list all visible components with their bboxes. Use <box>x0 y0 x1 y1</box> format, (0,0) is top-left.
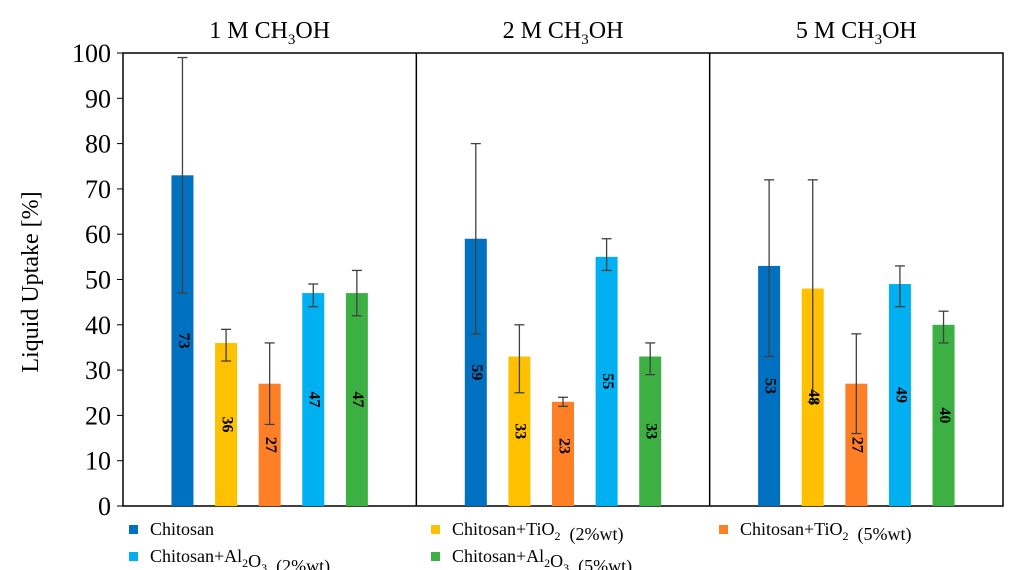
panel-title: 1 M CH3OH <box>209 18 330 48</box>
y-tick-label: 50 <box>85 266 111 295</box>
legend-label: Chitosan+TiO2 (5%wt) <box>740 519 912 545</box>
data-label: 40 <box>936 407 953 423</box>
data-label: 49 <box>892 387 909 403</box>
y-tick-label: 80 <box>85 130 111 159</box>
y-tick-label: 10 <box>85 447 111 476</box>
legend-swatch <box>431 525 440 534</box>
bar <box>888 284 911 506</box>
legend-label: Chitosan <box>150 519 214 539</box>
data-label: 73 <box>175 333 192 349</box>
bar <box>932 324 955 506</box>
panel-titles: 1 M CH3OH 2 M CH3OH 5 M CH3OH <box>209 18 917 48</box>
bar <box>345 293 368 506</box>
data-label: 48 <box>805 389 822 405</box>
data-labels: 73 36 27 47 47 59 33 23 55 33 53 48 27 49 40 <box>175 333 953 454</box>
y-tick-label: 90 <box>85 84 111 113</box>
data-label: 27 <box>849 437 866 453</box>
data-label: 23 <box>555 438 572 454</box>
legend-label: Chitosan+TiO2 (2%wt) <box>452 519 624 545</box>
error-bars <box>177 56 949 435</box>
legend-label: Chitosan+Al2O3 (5%wt) <box>452 546 632 570</box>
legend-item: Chitosan+TiO2 (5%wt) <box>719 519 912 545</box>
legend-item: Chitosan+Al2O3 (2%wt) <box>129 546 330 570</box>
bar <box>845 383 868 506</box>
data-label: 33 <box>643 423 660 439</box>
data-label: 36 <box>218 416 235 432</box>
legend: Chitosan Chitosan+TiO2 (2%wt) Chitosan+TiO… <box>129 519 912 570</box>
y-axis-label: Liquid Uptake [%] <box>18 191 44 372</box>
bar <box>171 175 194 506</box>
data-label: 33 <box>512 423 529 439</box>
bar <box>639 356 662 506</box>
data-label: 53 <box>761 378 778 394</box>
bar <box>464 238 487 507</box>
legend-swatch <box>719 525 728 534</box>
panel-title: 2 M CH3OH <box>503 18 624 48</box>
data-label: 27 <box>262 437 279 453</box>
legend-item: Chitosan+TiO2 (2%wt) <box>431 519 624 545</box>
bar <box>258 383 281 506</box>
panel-title: 5 M CH3OH <box>796 18 917 48</box>
y-tick-label: 100 <box>72 39 111 68</box>
data-label: 47 <box>306 392 323 408</box>
legend-item: Chitosan+Al2O3 (5%wt) <box>431 546 632 570</box>
y-tick-label: 30 <box>85 356 111 385</box>
legend-swatch <box>431 552 440 561</box>
y-tick-label: 0 <box>98 492 111 521</box>
y-tick-label: 40 <box>85 311 111 340</box>
y-axis: 0 10 20 30 40 50 60 70 80 90 100 <box>72 39 123 521</box>
legend-swatch <box>129 525 138 534</box>
data-label: 47 <box>349 392 366 408</box>
bar <box>595 256 618 506</box>
data-label: 59 <box>468 364 485 380</box>
bar <box>215 342 238 506</box>
data-label: 55 <box>599 373 616 389</box>
legend-swatch <box>129 552 138 561</box>
y-tick-label: 70 <box>85 175 111 204</box>
legend-item: Chitosan <box>129 519 214 539</box>
bar <box>508 356 531 506</box>
bars <box>171 175 955 507</box>
y-tick-label: 20 <box>85 401 111 430</box>
y-tick-label: 60 <box>85 220 111 249</box>
bar <box>552 401 574 506</box>
bar <box>758 265 781 506</box>
bar <box>302 293 325 506</box>
legend-label: Chitosan+Al2O3 (2%wt) <box>150 546 330 570</box>
